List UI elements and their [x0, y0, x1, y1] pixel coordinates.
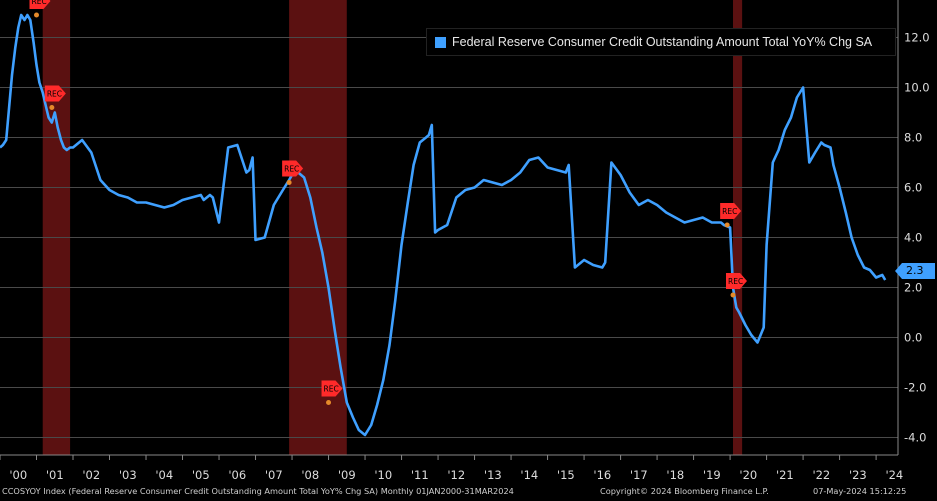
y-tick-label: -2.0	[904, 381, 926, 395]
rec-marker-dot	[326, 400, 332, 405]
rec-marker-dot	[49, 105, 55, 110]
rec-marker-dot	[34, 12, 40, 18]
x-tick-label: '05	[192, 468, 210, 482]
rec-flag-shape	[282, 160, 304, 177]
x-tick-label: '24	[885, 468, 903, 482]
x-tick-label: '03	[119, 468, 137, 482]
x-tick-label: '22	[812, 468, 830, 482]
x-tick-label: '04	[155, 468, 173, 482]
y-tick-label: 2.0	[904, 281, 922, 295]
x-tick-label: '07	[265, 468, 283, 482]
y-tick-label: 4.0	[904, 231, 922, 245]
rec-marker-flag: REC	[726, 273, 748, 289]
x-tick-label: '21	[776, 468, 794, 482]
rec-flag-label: REC	[47, 90, 62, 99]
series-line	[0, 13, 887, 437]
rec-marker-flag: REC	[321, 380, 343, 397]
y-tick-label: -4.0	[904, 431, 926, 445]
rec-marker-flag: REC	[720, 203, 742, 219]
x-tick-label: '08	[301, 468, 319, 482]
rec-marker-dot	[730, 292, 736, 298]
x-tick-label: '19	[703, 468, 721, 482]
x-tick-label: '18	[666, 468, 684, 482]
rec-flag-label: REC	[284, 165, 299, 174]
x-tick-label: '01	[46, 468, 64, 482]
x-tick-label: '17	[630, 468, 648, 482]
x-tick-label: '14	[520, 468, 538, 482]
x-tick-label: '12	[447, 468, 465, 482]
recession-band	[733, 0, 743, 455]
rec-marker-flag: REC	[29, 0, 51, 9]
x-tick-label: '11	[411, 468, 429, 482]
rec-flag-shape	[726, 273, 748, 289]
rec-marker-flag: REC	[44, 85, 66, 102]
footer-source: CCOSYOY Index (Federal Reserve Consumer …	[2, 486, 514, 496]
rec-marker-dot	[724, 222, 730, 228]
y-tick-label: 0.0	[904, 331, 922, 345]
y-tick-label: 6.0	[904, 181, 922, 195]
x-tick-label: '20	[739, 468, 757, 482]
rec-flag-label: REC	[722, 207, 737, 216]
x-tick-label: '23	[849, 468, 867, 482]
x-tick-label: '13	[484, 468, 502, 482]
rec-marker-dot	[286, 180, 292, 185]
x-tick-label: '16	[593, 468, 611, 482]
rec-marker-flag: REC	[282, 160, 304, 177]
rec-flag-shape	[44, 85, 66, 102]
x-tick-label: '10	[374, 468, 392, 482]
footer-timestamp: 07-May-2024 15:12:25	[813, 486, 907, 496]
chart-legend: Federal Reserve Consumer Credit Outstand…	[426, 28, 896, 56]
y-tick-label: 10.0	[904, 81, 930, 95]
legend-label: Federal Reserve Consumer Credit Outstand…	[452, 35, 873, 49]
y-tick-label: 8.0	[904, 131, 922, 145]
rec-flag-shape	[720, 203, 742, 219]
x-tick-label: '15	[557, 468, 575, 482]
recession-band	[42, 0, 71, 455]
x-tick-label: '06	[228, 468, 246, 482]
x-tick-label: '00	[9, 468, 27, 482]
x-tick-label: '09	[338, 468, 356, 482]
x-tick-label: '02	[82, 468, 100, 482]
y-tick-label: 12.0	[904, 31, 930, 45]
rec-flag-shape	[321, 380, 343, 397]
legend-swatch	[435, 36, 446, 48]
recession-band	[289, 0, 347, 455]
rec-flag-shape	[29, 0, 51, 9]
last-value-badge: 2.3	[895, 263, 935, 279]
rec-flag-label: REC	[728, 277, 743, 286]
footer-copyright: Copyright© 2024 Bloomberg Finance L.P.	[600, 486, 769, 496]
rec-flag-label: REC	[32, 0, 47, 6]
rec-flag-label: REC	[324, 385, 339, 394]
